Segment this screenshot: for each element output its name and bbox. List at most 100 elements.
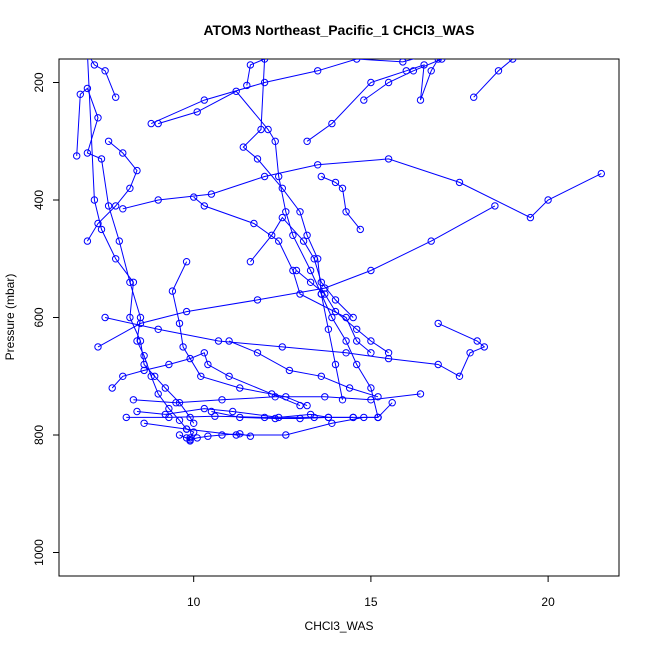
data-point xyxy=(136,319,145,328)
data-point xyxy=(207,190,216,198)
data-point xyxy=(303,137,311,146)
data-point xyxy=(94,114,102,122)
data-point xyxy=(275,413,283,422)
data-point xyxy=(190,419,198,427)
data-point xyxy=(112,202,120,210)
data-point xyxy=(97,225,106,234)
y-axis: 200 400 600 800 1000 xyxy=(32,72,59,566)
data-point xyxy=(260,172,269,181)
series-16 xyxy=(108,349,304,410)
data-point xyxy=(232,431,240,439)
data-point xyxy=(253,296,262,304)
data-point xyxy=(342,208,350,216)
data-point xyxy=(331,307,340,316)
data-point xyxy=(434,360,442,369)
data-point xyxy=(119,149,127,157)
data-point xyxy=(353,59,361,63)
data-point xyxy=(122,413,131,422)
data-point xyxy=(260,59,269,63)
data-point xyxy=(129,396,138,404)
data-point xyxy=(463,47,469,53)
data-point xyxy=(246,258,255,266)
data-point xyxy=(154,390,162,398)
data-point xyxy=(367,78,375,87)
data-point xyxy=(367,266,375,275)
data-point xyxy=(306,278,315,286)
data-point xyxy=(193,108,201,116)
series-line xyxy=(87,59,195,424)
series-line xyxy=(133,393,421,404)
data-point xyxy=(353,337,361,345)
data-point xyxy=(399,59,407,66)
x-axis: 10 15 20 xyxy=(187,576,555,609)
plot-area xyxy=(73,47,605,445)
data-point xyxy=(168,287,177,295)
data-point xyxy=(236,413,244,422)
x-tick-label: 10 xyxy=(187,595,201,609)
data-point xyxy=(182,425,191,433)
series-line xyxy=(363,59,514,101)
data-point xyxy=(345,384,354,392)
data-point xyxy=(509,59,517,63)
data-point xyxy=(438,59,446,63)
series-line xyxy=(211,411,354,419)
data-point xyxy=(90,196,99,204)
data-point xyxy=(186,436,194,444)
data-point xyxy=(321,393,329,401)
data-point xyxy=(97,155,106,163)
data-point xyxy=(317,172,325,181)
y-tick-label: 200 xyxy=(32,72,46,92)
data-point xyxy=(282,208,290,216)
data-point xyxy=(367,384,375,392)
series-line xyxy=(144,416,378,436)
y-tick-label: 400 xyxy=(32,190,46,210)
data-point xyxy=(470,93,478,101)
data-point xyxy=(342,337,350,345)
data-point xyxy=(225,372,233,380)
data-point xyxy=(488,50,494,56)
data-point xyxy=(544,196,552,204)
series-line xyxy=(150,59,416,125)
series-24 xyxy=(317,172,364,234)
data-point xyxy=(94,219,102,228)
data-point xyxy=(104,202,113,210)
series-21 xyxy=(292,266,393,357)
y-tick-label: 600 xyxy=(32,307,46,327)
plot-frame xyxy=(58,58,620,577)
data-point xyxy=(384,349,393,357)
series-17 xyxy=(168,258,311,410)
data-point xyxy=(303,401,311,410)
data-point xyxy=(165,404,173,413)
data-point xyxy=(218,431,226,439)
data-point xyxy=(108,384,116,392)
data-point xyxy=(374,413,382,422)
data-point xyxy=(161,410,170,419)
data-point xyxy=(331,360,340,369)
data-point xyxy=(154,325,162,333)
data-point xyxy=(338,396,347,404)
data-point xyxy=(271,137,279,146)
data-point xyxy=(236,430,244,438)
data-point xyxy=(147,119,155,128)
series-line xyxy=(171,261,308,407)
data-point xyxy=(455,372,464,380)
series-1 xyxy=(73,84,198,445)
data-point xyxy=(275,237,283,245)
data-point xyxy=(427,67,435,75)
data-point xyxy=(526,213,535,222)
data-point xyxy=(384,155,393,163)
data-point xyxy=(328,419,336,427)
data-point xyxy=(360,413,368,422)
data-point xyxy=(250,219,258,228)
data-point xyxy=(161,384,170,392)
data-point xyxy=(434,59,442,63)
data-point xyxy=(353,325,361,333)
data-point xyxy=(84,50,90,56)
series-9 xyxy=(360,50,517,104)
data-point xyxy=(94,343,102,351)
data-point xyxy=(83,237,92,245)
series-3 xyxy=(154,87,382,422)
data-point xyxy=(349,413,357,422)
data-point xyxy=(225,337,233,345)
data-point xyxy=(292,266,301,275)
